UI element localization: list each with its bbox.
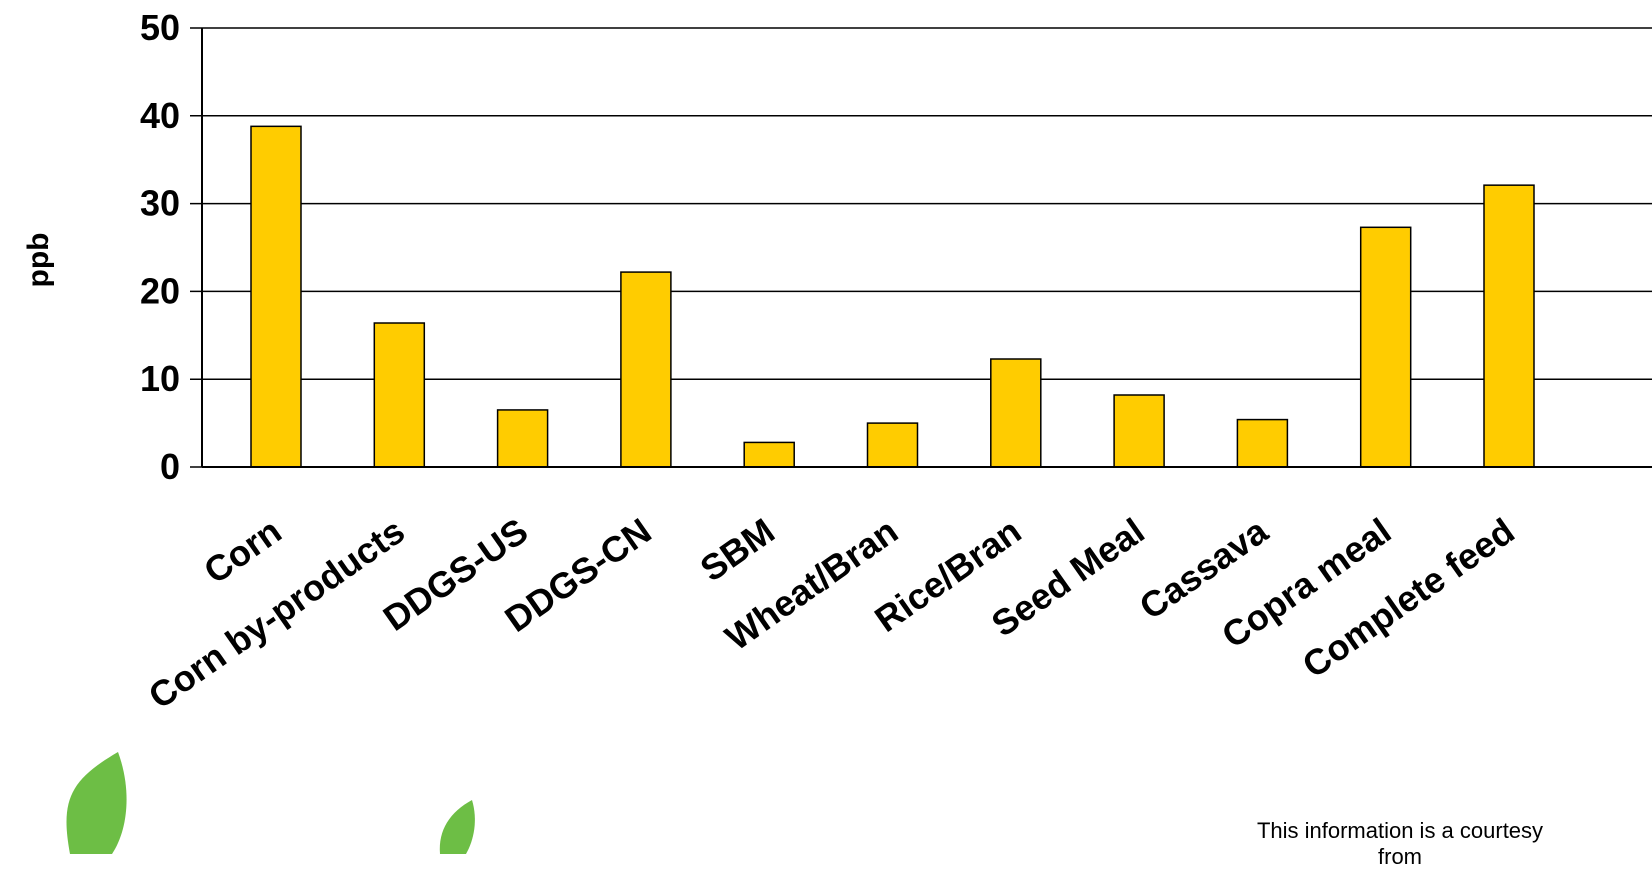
y-tick-label: 0 [160,446,180,487]
y-tick-label: 30 [140,183,180,224]
leaf-icon [439,800,475,854]
bar [1236,418,1289,468]
bar [620,271,672,468]
bar [1483,184,1535,468]
x-tick-label: SBM [693,510,782,589]
bar [1359,226,1412,468]
credit-line-2: from [1378,844,1422,869]
bar [1113,394,1165,468]
y-tick-label: 10 [140,358,180,399]
x-tick-label: Complete feed [1295,510,1522,686]
leaf-icon [66,752,127,854]
bars [250,125,1535,468]
bar [866,422,919,468]
x-tick-label: Corn [196,510,288,592]
y-axis-label: ppb [22,233,55,288]
y-tick-label: 40 [140,95,180,136]
bar [496,409,549,468]
bar [990,358,1042,468]
credit-note: This information is a courtesy from [1190,818,1610,870]
y-axis-ticks: 0 10 20 30 40 50 [140,7,180,487]
credit-line-1: This information is a courtesy [1256,818,1544,843]
bar [743,441,795,468]
y-tick-label: 20 [140,270,180,311]
y-tick-label: 50 [140,7,180,48]
bar [250,125,302,468]
bar [373,322,426,468]
